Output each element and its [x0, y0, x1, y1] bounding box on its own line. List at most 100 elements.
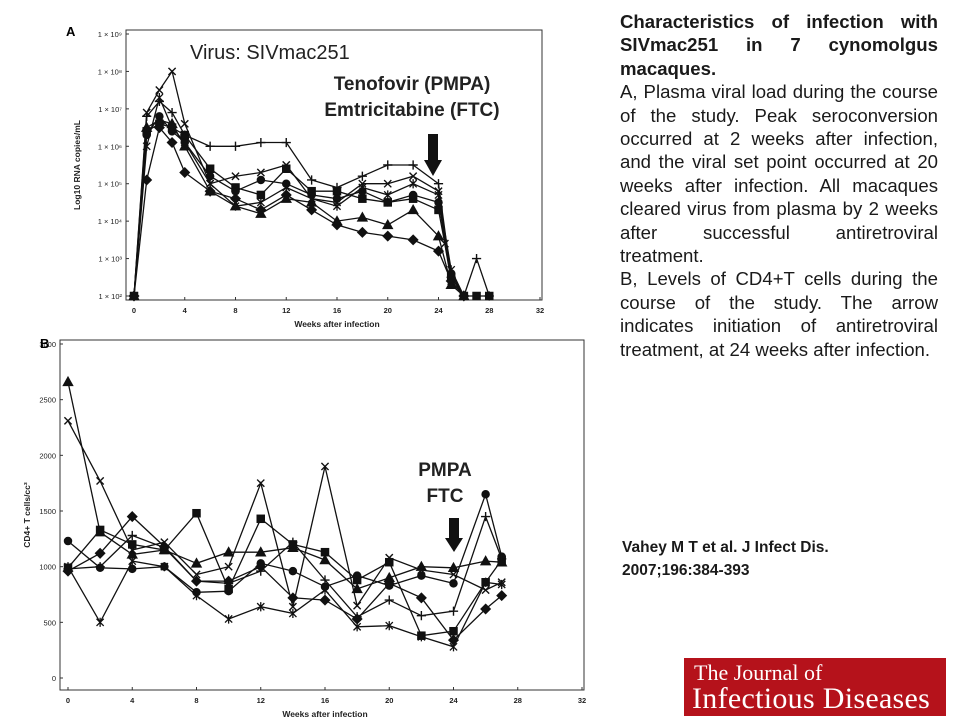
- treatment-arrow-a-shaft: [428, 134, 438, 162]
- data-point-circle: [256, 175, 266, 185]
- data-point-square: [256, 190, 266, 200]
- y-tick-label: 1 × 10⁵: [98, 180, 122, 189]
- data-point-square: [192, 508, 201, 518]
- data-point-plus: [352, 612, 362, 622]
- x-tick-label: 0: [66, 696, 70, 705]
- data-point-circle: [288, 566, 298, 576]
- data-point-triangle: [255, 546, 267, 557]
- data-point-square: [205, 164, 215, 173]
- data-point-x: [256, 168, 265, 177]
- drug-label-b-line2: FTC: [426, 486, 464, 507]
- drug-label-a-line2: Emtricitabine (FTC): [324, 100, 500, 121]
- data-point-diamond: [407, 234, 419, 246]
- data-point-diamond: [179, 166, 191, 179]
- data-point-plus: [448, 606, 459, 616]
- data-point-x: [320, 462, 330, 471]
- data-point-plus: [416, 611, 426, 621]
- data-point-x: [224, 562, 233, 571]
- citation-line1: Vahey M T et al. J Infect Dis.: [622, 539, 829, 556]
- drug-label-b: PMPA FTC: [402, 458, 488, 510]
- data-point-star: [358, 182, 367, 193]
- journal-logo: The Journal of Infectious Diseases: [684, 658, 946, 716]
- data-point-diamond: [382, 230, 394, 242]
- data-point-plus: [383, 160, 393, 170]
- x-tick-label: 12: [282, 306, 290, 315]
- data-point-star: [180, 137, 189, 148]
- data-point-x: [192, 570, 201, 579]
- data-point-circle: [231, 186, 240, 196]
- data-point-triangle: [331, 215, 343, 226]
- data-point-square: [472, 291, 481, 301]
- data-point-x: [96, 476, 105, 486]
- data-point-star: [142, 141, 151, 151]
- data-point-star: [353, 622, 362, 632]
- y-tick-label: 1 × 10⁷: [98, 105, 122, 114]
- y-tick-label: 1000: [39, 563, 56, 572]
- data-point-diamond: [166, 137, 178, 149]
- data-point-star: [128, 556, 137, 566]
- data-point-star: [168, 122, 177, 133]
- drug-label-a: Tenofovir (PMPA) Emtricitabine (FTC): [292, 72, 532, 124]
- data-point-plus: [481, 511, 491, 522]
- y-tick-label: 1 × 10⁸: [98, 67, 122, 76]
- data-point-plus: [256, 137, 266, 148]
- data-point-circle: [383, 198, 392, 207]
- x-tick-label: 20: [384, 306, 392, 315]
- plot-frame: [125, 29, 543, 301]
- x-tick-label: 12: [257, 696, 265, 705]
- data-point-star: [224, 614, 233, 624]
- data-point-plus: [288, 537, 298, 547]
- data-point-star: [320, 585, 330, 595]
- data-point-star: [63, 562, 73, 572]
- data-point-star: [434, 190, 443, 200]
- data-point-plus: [256, 566, 266, 576]
- data-point-plus: [384, 595, 394, 605]
- data-point-plus: [484, 291, 494, 301]
- cd4-chart: 0 4 8 12 16 20 24 28 32 0 500 1000 1500 2000 2500 3000 W…: [22, 339, 586, 719]
- data-point-x: [383, 179, 392, 188]
- data-point-plus: [320, 575, 330, 585]
- y-tick-label: 3000: [39, 340, 56, 349]
- data-point-circle: [63, 536, 73, 546]
- data-point-x: [142, 108, 151, 117]
- y-tick-label: 1 × 10⁶: [98, 142, 122, 151]
- citation: Vahey M T et al. J Infect Dis. 2007;196:…: [622, 536, 942, 582]
- data-point-star: [282, 182, 291, 193]
- data-point-plus: [159, 543, 169, 553]
- data-point-triangle: [280, 192, 292, 203]
- data-point-diamond: [287, 592, 299, 604]
- data-point-star: [96, 617, 105, 627]
- data-point-square: [358, 194, 367, 203]
- panel-b-letter: B: [40, 336, 50, 351]
- data-point-plus: [230, 141, 241, 151]
- data-point-x: [409, 172, 418, 181]
- x-axis-label: Weeks after infection: [282, 709, 367, 719]
- data-point-plus: [332, 182, 342, 193]
- data-point-diamond: [126, 511, 138, 523]
- data-point-x: [282, 160, 291, 170]
- data-point-plus: [281, 137, 291, 148]
- x-tick-label: 16: [321, 696, 329, 705]
- data-point-star: [288, 608, 297, 619]
- y-tick-label: 1 × 10⁹: [98, 30, 122, 39]
- x-tick-label: 28: [514, 696, 522, 705]
- x-tick-label: 24: [449, 696, 458, 705]
- data-point-star: [417, 632, 426, 642]
- figure-caption: Characteristics of infection with SIVmac…: [620, 10, 938, 361]
- x-axis-label: Weeks after infection: [294, 319, 379, 329]
- data-point-circle: [384, 581, 394, 590]
- data-point-circle: [408, 190, 418, 200]
- x-tick-label: 32: [536, 306, 544, 315]
- data-point-diamond: [480, 603, 492, 615]
- data-point-plus: [167, 108, 177, 118]
- treatment-arrow-a-icon: [424, 160, 442, 176]
- treatment-arrow-b-shaft: [449, 518, 459, 540]
- data-point-plus: [224, 578, 234, 588]
- treatment-arrow-b-icon: [445, 538, 463, 552]
- data-point-triangle: [255, 207, 267, 218]
- drug-label-a-line1: Tenofovir (PMPA): [333, 74, 491, 95]
- data-point-square: [256, 514, 265, 524]
- data-point-star: [206, 179, 215, 189]
- data-point-circle: [224, 586, 233, 596]
